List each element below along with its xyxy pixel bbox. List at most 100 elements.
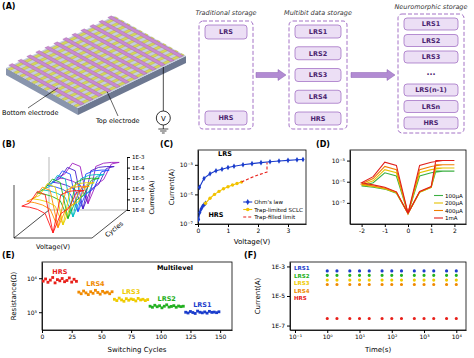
series-marker — [390, 278, 393, 281]
y-tick: 1E-6 — [127, 186, 145, 192]
series-marker — [400, 269, 403, 272]
x-tick: 75 — [128, 330, 136, 340]
series-marker — [335, 317, 338, 320]
legend-label: 400μA — [445, 208, 463, 215]
series-marker — [268, 159, 271, 165]
series-marker — [422, 278, 425, 281]
x-tick-label: 125 — [185, 333, 197, 340]
series-marker — [400, 317, 403, 320]
series-marker — [335, 274, 338, 277]
y-axis-label: Resistance(Ω) — [10, 271, 18, 320]
series-marker — [380, 269, 383, 272]
diagram-panel: (A)Bottom electrodeTop electrodeVTraditi… — [2, 2, 468, 133]
series-marker — [368, 283, 371, 286]
series-marker — [358, 317, 361, 320]
arrow — [256, 70, 286, 81]
legend-label: LRS4 — [294, 288, 310, 294]
x-tick: 50 — [98, 330, 106, 340]
x-tick: 10⁻¹ — [289, 330, 303, 340]
array-label: Top electrode — [95, 117, 140, 125]
series-marker — [301, 157, 304, 163]
y-tick: 1E-5 — [127, 175, 145, 181]
state-label: LRS — [219, 28, 233, 36]
series-marker — [326, 269, 329, 272]
x-tick: 0 — [197, 224, 201, 234]
voltmeter-label: V — [161, 115, 166, 123]
series-marker — [335, 278, 338, 281]
state-box — [404, 51, 458, 63]
series-marker — [259, 160, 262, 166]
plot-area — [362, 161, 455, 214]
series-marker — [235, 182, 238, 185]
leader-line — [28, 88, 58, 108]
y-tick-label: 10⁻⁵ — [180, 191, 194, 198]
state-box — [205, 111, 247, 125]
legend-marker — [246, 208, 250, 212]
plot-frame — [350, 150, 466, 224]
x-tick-label: 25 — [68, 333, 76, 340]
state-box — [295, 25, 341, 38]
y-tick-mark — [347, 203, 350, 204]
series-line — [362, 161, 455, 214]
series-marker — [445, 278, 448, 281]
x-axis-line — [199, 224, 307, 225]
series-marker — [250, 161, 253, 167]
y-tick-mark — [39, 278, 42, 279]
series-marker — [326, 317, 329, 320]
series-line — [206, 182, 242, 203]
cycle-curve — [22, 191, 84, 233]
series-marker — [68, 277, 71, 280]
x-tick: -2 — [359, 224, 365, 234]
series-marker — [390, 317, 393, 320]
chart-panel: (D)-2-101210⁻⁷10⁻⁵10⁻³100μA200μA400μA1mA — [316, 140, 467, 234]
series-line — [199, 159, 303, 219]
series-marker — [222, 187, 225, 190]
x-tick-label: 10⁰ — [323, 333, 334, 340]
series-label: LRS1 — [193, 301, 212, 309]
series-marker — [204, 202, 207, 205]
state-label: HRS — [218, 114, 233, 122]
series-marker — [400, 283, 403, 286]
y-tick: 10⁻⁷ — [332, 199, 350, 206]
y-tick: 10⁻³ — [180, 161, 198, 168]
x-axis: -2-1012 — [351, 224, 467, 234]
legend-swatch — [434, 195, 443, 196]
y-tick-mark — [127, 189, 130, 190]
series-marker — [455, 283, 458, 286]
state-label: LRS(n-1) — [415, 86, 447, 94]
y-axis-label: Current(A) — [168, 168, 176, 205]
legend: LRS1LRS2LRS3LRS4HRS — [294, 265, 310, 301]
series-marker — [358, 278, 361, 281]
crossbar-array — [6, 16, 186, 115]
series-marker — [115, 299, 118, 302]
x-tick: 3 — [287, 224, 291, 234]
state-label: LRS1 — [422, 20, 441, 28]
y-tick: 10⁻⁷ — [180, 220, 198, 227]
y-tick-mark — [287, 296, 290, 297]
panel-label: (F) — [244, 251, 257, 260]
y-tick-label: 10⁴ — [27, 275, 38, 282]
x-tick-label: 10⁻¹ — [289, 333, 303, 340]
storage-column: Neuromorphic storageLRS1LRS2LRS3...LRS(n… — [395, 3, 468, 133]
legend-swatch — [434, 217, 443, 218]
plot-area — [326, 269, 458, 320]
series-marker — [335, 269, 338, 272]
y-axis-label: Current(A) — [254, 277, 262, 314]
y-tick-label: 1E-7 — [271, 322, 285, 329]
x-axis: 0255075100125150 — [41, 330, 233, 340]
y-axis-line — [290, 263, 291, 331]
legend-item: 200μA — [434, 200, 463, 207]
series-marker — [400, 274, 403, 277]
legend-label: Trap-limited SCLC — [253, 207, 303, 214]
series-marker — [75, 280, 78, 283]
panel-label: (E) — [2, 251, 15, 260]
series-marker — [390, 269, 393, 272]
series-marker — [232, 163, 235, 169]
series-marker — [432, 278, 435, 281]
legend-item: LRS4 — [294, 288, 310, 294]
substrate-top — [6, 16, 186, 108]
series-label: LRS2 — [158, 295, 176, 303]
x-tick: 125 — [185, 330, 197, 340]
state-label: HRS — [310, 115, 325, 123]
axis-frame — [14, 157, 127, 238]
